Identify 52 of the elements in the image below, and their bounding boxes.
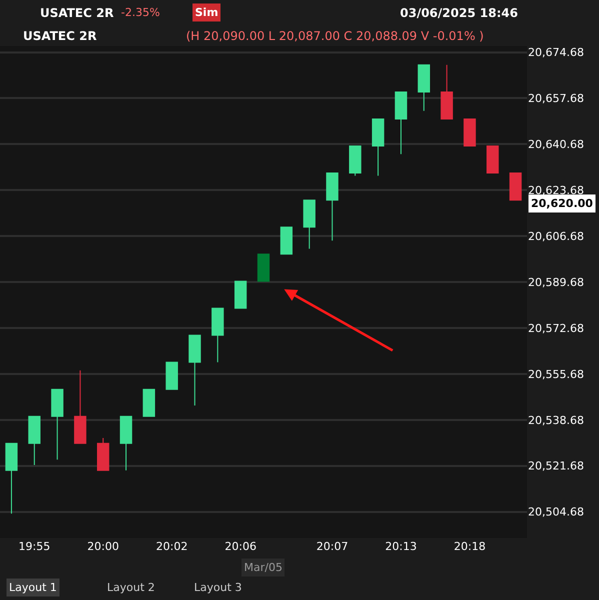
candlestick [120,416,132,471]
y-tick-label: 20,657.68 [528,92,584,106]
candlestick [326,172,338,242]
candlestick [142,388,156,417]
text: (H 20,090.00 L 20,087.00 C 20,088.09 V -0.01% ) [186,29,484,43]
x-tick-label: 19:55 [18,540,50,553]
x-tick-label: 20:02 [156,540,188,553]
y-tick-label: 20,504.68 [528,506,584,519]
candlestick [188,334,201,406]
x-tick-label: 20:07 [316,540,348,553]
candlestick [28,416,40,466]
y-tick-label: 20,674.68 [528,46,584,60]
candlestick [97,437,110,471]
candlestick [394,91,408,155]
candlestick [51,388,64,460]
candlestick [372,118,384,176]
candlestick [257,254,270,282]
y-tick-label: 20,538.68 [528,414,584,427]
text: Layout 3 [194,581,242,594]
candlestick [234,280,247,309]
text: Layout 1 [9,581,57,594]
candlestick [418,64,430,112]
candlestick [166,362,178,390]
y-tick-label: 20,606.68 [528,230,584,243]
text: Layout 2 [107,581,155,594]
candlestick [5,442,18,514]
text: Mar/05 [244,561,282,574]
candlestick [349,146,362,176]
y-tick-label: 20,640.68 [528,138,584,152]
x-tick-label: 20:13 [385,540,417,553]
candlestick [74,370,86,444]
text: Sim [195,6,218,19]
text: 03/06/2025 18:46 [400,6,518,20]
chart-title: USATEC 2R [40,6,114,20]
y-tick-label: 20,589.68 [528,276,584,289]
candlestick [303,200,316,250]
candlestick [280,226,293,255]
candlestick [464,118,476,147]
candlestick [486,146,499,174]
y-tick-label: 20,572.68 [528,322,584,335]
text: USATEC 2R [23,29,97,43]
x-tick-label: 20:18 [454,540,486,553]
text: 20,620.00 [531,197,594,210]
x-tick-label: 20:00 [87,540,119,553]
x-tick-label: 20:06 [224,540,256,553]
candlestick [212,308,224,363]
text: -2.35% [121,6,160,19]
y-tick-label: 20,555.68 [528,368,584,381]
candlestick [509,172,522,201]
candlestick [440,64,453,120]
y-tick-label: 20,623.68 [528,184,584,197]
y-tick-label: 20,521.68 [528,460,584,473]
